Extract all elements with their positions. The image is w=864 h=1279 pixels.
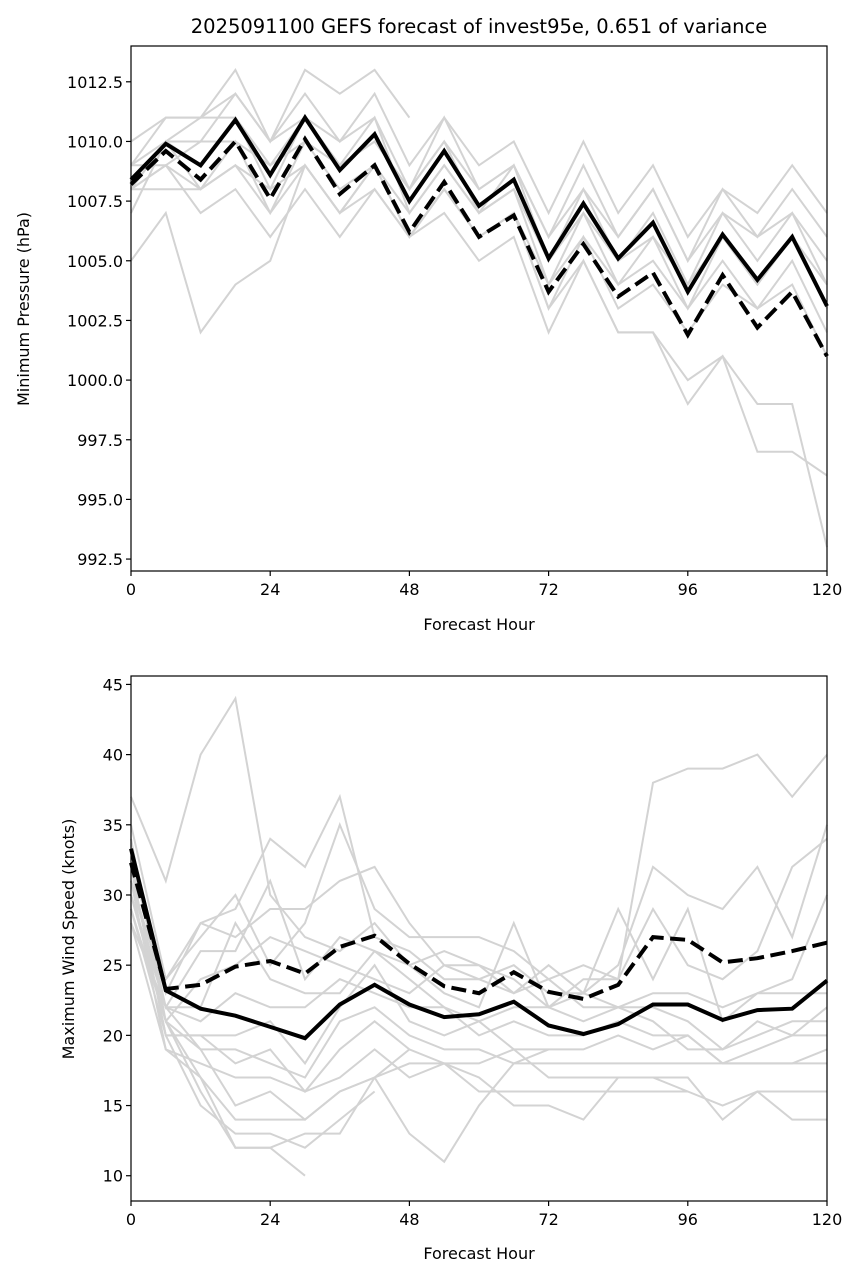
pressure-member-line-6	[130, 139, 828, 311]
wind-member-line-0	[130, 695, 828, 1009]
wind-member-line-10	[130, 908, 827, 1121]
pressure-y-tick-label: 1002.5	[67, 311, 123, 330]
wind-y-tick-label: 35	[103, 816, 123, 835]
wind-ensemble-members	[130, 695, 828, 1177]
wind-y-tick-label: 15	[103, 1097, 123, 1116]
wind-x-axis-label: Forecast Hour	[423, 1244, 535, 1263]
pressure-y-tick-label: 992.5	[77, 550, 123, 569]
wind-x-tick-label: 72	[538, 1210, 558, 1229]
wind-weighted-mean-line	[129, 862, 828, 1001]
pressure-y-ticks: 992.5 995.0 997.5 1000.0 1002.5 1005.0 1007.5 1…	[67, 73, 131, 569]
pressure-y-tick-label: 1000.0	[67, 371, 123, 390]
pressure-y-tick-label: 1010.0	[67, 132, 123, 151]
pressure-member-line-0	[130, 67, 411, 144]
wind-member-line-3	[130, 865, 828, 1024]
pressure-y-tick-label: 1012.5	[67, 73, 123, 92]
wind-y-tick-label: 25	[103, 956, 123, 975]
wind-ensemble-mean-line	[129, 848, 829, 1041]
wind-member-line-7	[130, 852, 827, 1065]
wind-axes-frame	[130, 675, 828, 1202]
pressure-mean-lines	[129, 113, 829, 358]
wind-x-tick-label: 96	[678, 1210, 698, 1229]
pressure-y-tick-label: 997.5	[77, 431, 123, 450]
pressure-x-tick-label: 96	[678, 580, 698, 599]
wind-x-tick-label: 24	[260, 1210, 280, 1229]
pressure-panel: 0 24 48 72 96 120 992.5 995.0 997.5 1000.0 1002.5…	[14, 45, 842, 634]
wind-member-line-15	[130, 866, 376, 1149]
pressure-x-ticks: 0 24 48 72 96 120	[126, 571, 842, 599]
chart-title: 2025091100 GEFS forecast of invest95e, 0…	[191, 15, 768, 38]
wind-x-tick-label: 0	[126, 1210, 136, 1229]
wind-panel: 0 24 48 72 96 120 10 15 20 25 30 35 40 45 Forecast H…	[59, 675, 842, 1263]
pressure-member-line-9	[130, 163, 828, 548]
wind-member-line-11	[130, 922, 827, 1121]
wind-x-tick-label: 48	[399, 1210, 419, 1229]
wind-member-line-9	[130, 894, 827, 1079]
pressure-y-axis-label: Minimum Pressure (hPa)	[14, 212, 33, 406]
wind-mean-lines	[129, 848, 829, 1041]
wind-y-tick-label: 30	[103, 886, 123, 905]
pressure-ensemble-members	[130, 67, 828, 548]
wind-member-line-12	[130, 880, 688, 1121]
pressure-axes-frame	[130, 45, 828, 572]
wind-member-line-2	[130, 822, 828, 982]
pressure-x-axis-label: Forecast Hour	[423, 615, 535, 634]
pressure-x-tick-label: 120	[812, 580, 843, 599]
pressure-ensemble-mean-line	[129, 113, 829, 307]
pressure-x-tick-label: 0	[126, 580, 136, 599]
wind-member-line-8	[130, 866, 828, 1066]
wind-y-ticks: 10 15 20 25 30 35 40 45	[103, 675, 131, 1186]
pressure-y-tick-label: 1005.0	[67, 252, 123, 271]
pressure-x-tick-label: 48	[399, 580, 419, 599]
wind-member-line-6	[130, 920, 827, 1051]
pressure-y-tick-label: 1007.5	[67, 192, 123, 211]
wind-y-tick-label: 20	[103, 1026, 123, 1045]
wind-y-tick-label: 45	[103, 675, 123, 694]
pressure-y-tick-label: 995.0	[77, 490, 123, 509]
wind-member-line-4	[130, 878, 827, 1010]
wind-x-tick-label: 120	[812, 1210, 843, 1229]
wind-y-axis-label: Maximum Wind Speed (knots)	[59, 819, 78, 1060]
pressure-x-tick-label: 24	[260, 580, 280, 599]
pressure-weighted-mean-line	[129, 135, 829, 358]
wind-member-line-16	[130, 880, 306, 1177]
pressure-member-line-3	[130, 115, 828, 263]
wind-member-line-5	[130, 908, 828, 1051]
wind-y-tick-label: 40	[103, 746, 123, 765]
pressure-x-tick-label: 72	[538, 580, 558, 599]
wind-y-tick-label: 10	[103, 1167, 123, 1186]
wind-x-ticks: 0 24 48 72 96 120	[126, 1201, 842, 1229]
